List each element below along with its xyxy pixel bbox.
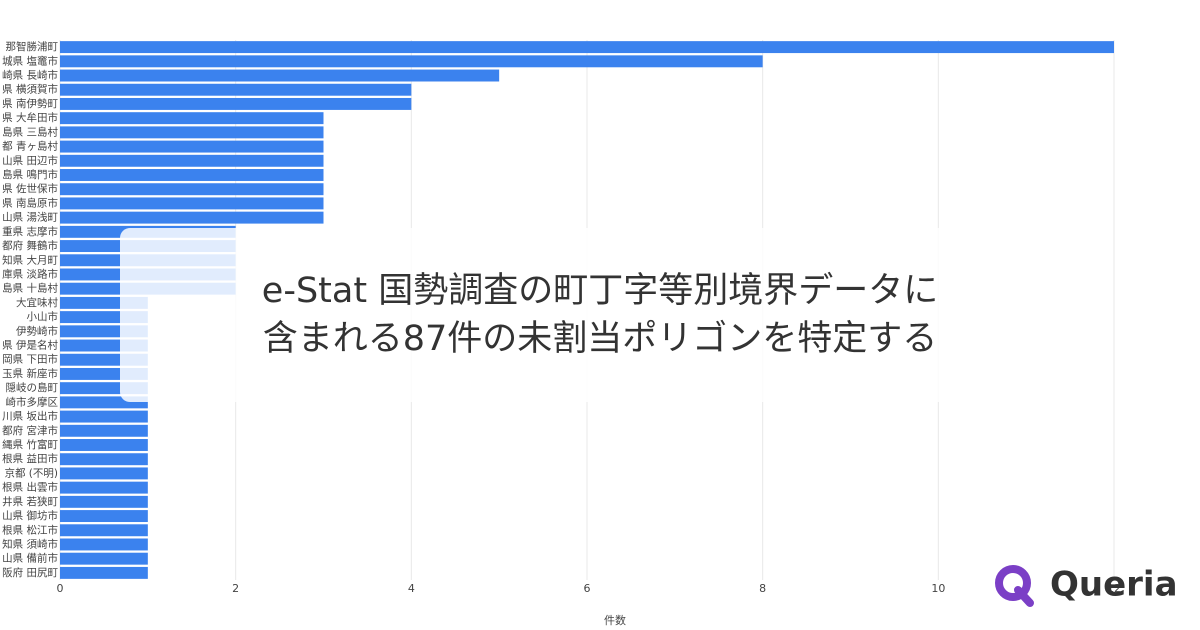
bar (60, 41, 1114, 54)
y-tick-label: 隠岐の島町 (6, 381, 59, 394)
y-tick-label: 京都 (不明) (4, 466, 58, 479)
bar (60, 325, 148, 338)
bar (60, 524, 148, 537)
y-tick-label: 都府 舞鶴市 (2, 239, 58, 252)
bar (60, 154, 324, 167)
y-tick-label: 阪府 田尻町 (2, 566, 58, 579)
y-tick-label: 県 佐世保市 (2, 182, 58, 195)
bar (60, 566, 148, 579)
y-tick-label: 井県 若狭町 (2, 495, 58, 508)
x-tick-label: 4 (408, 582, 415, 595)
logo: Queria (995, 565, 1178, 607)
y-tick-label: 県 大牟田市 (2, 111, 58, 124)
y-tick-label: 島県 三島村 (2, 125, 58, 138)
bar (60, 382, 148, 395)
x-axis-label: 件数 (604, 614, 626, 627)
y-tick-label: 都 青ヶ島村 (2, 140, 58, 153)
y-tick-label: 庫県 淡路市 (2, 267, 58, 280)
y-tick-label: 那智勝浦町 (6, 40, 59, 53)
title-panel (120, 228, 1000, 402)
bar (60, 424, 148, 437)
bar (60, 112, 324, 125)
x-tick-label: 6 (584, 582, 591, 595)
bar (60, 538, 148, 551)
bar (60, 353, 148, 366)
y-tick-label: 県 南島原市 (2, 196, 58, 209)
y-tick-label: 県 南伊勢町 (2, 97, 58, 110)
bar (60, 97, 412, 110)
bar (60, 510, 148, 523)
x-tick-label: 8 (759, 582, 766, 595)
y-tick-label: 崎市多摩区 (6, 395, 59, 408)
bar (60, 410, 148, 423)
bar (60, 183, 324, 196)
y-tick-label: 知県 大月町 (2, 253, 58, 266)
y-tick-label: 玉県 新座市 (2, 367, 58, 380)
y-tick-label: 山県 備前市 (2, 552, 58, 565)
bar (60, 69, 500, 82)
logo-icon-tail (1014, 586, 1034, 607)
bar (60, 126, 324, 139)
bar (60, 311, 148, 324)
title-line: 含まれる87件の未割当ポリゴンを特定する (263, 319, 938, 359)
logo-icon (995, 565, 1031, 601)
y-tick-label: 県 伊是名村 (2, 339, 58, 352)
y-tick-label: 根県 出雲市 (2, 481, 58, 494)
y-tick-label: 城県 塩竈市 (2, 54, 58, 67)
y-tick-label: 県 横須賀市 (2, 83, 58, 96)
bar (60, 339, 148, 352)
y-tick-label: 根県 松江市 (2, 523, 58, 536)
bar (60, 55, 763, 68)
bar (60, 140, 324, 153)
y-tick-label: 島県 鳴門市 (2, 168, 58, 181)
y-tick-label: 大宜味村 (16, 296, 58, 309)
bar (60, 367, 148, 380)
brand: Queria (1050, 565, 1178, 605)
bar (60, 211, 324, 224)
x-tick-label: 2 (232, 582, 239, 595)
bar (60, 481, 148, 494)
y-tick-label: 山県 湯浅町 (2, 211, 58, 224)
y-tick-label: 知県 須崎市 (2, 537, 58, 550)
bar (60, 169, 324, 181)
bar (60, 467, 148, 480)
x-tick-label: 10 (931, 582, 945, 595)
x-tick-label: 12 (1107, 582, 1121, 595)
y-tick-label: 縄県 竹富町 (2, 438, 58, 451)
y-tick-label: 山県 田辺市 (2, 154, 58, 167)
y-tick-label: 島県 十島村 (2, 282, 58, 295)
y-tick-label: 重県 志摩市 (2, 225, 58, 238)
bar (60, 396, 148, 409)
y-tick-label: 崎県 長崎市 (2, 69, 58, 82)
bar (60, 296, 148, 309)
bar (60, 453, 148, 466)
title-line: e-Stat 国勢調査の町丁字等別境界データに (262, 271, 938, 311)
bar (60, 197, 324, 210)
bar (60, 83, 412, 96)
bar (60, 552, 148, 565)
y-tick-label: 伊勢崎市 (16, 324, 58, 337)
y-tick-label: 根県 益田市 (2, 452, 58, 465)
y-tick-label: 川県 坂出市 (2, 410, 58, 423)
bar (60, 439, 148, 451)
y-tick-label: 山県 御坊市 (2, 509, 58, 522)
y-tick-label: 都府 宮津市 (2, 424, 58, 437)
y-tick-label: 岡県 下田市 (2, 353, 58, 366)
x-tick-label: 0 (57, 582, 64, 595)
y-tick-label: 小山市 (27, 310, 59, 323)
bar (60, 495, 148, 508)
